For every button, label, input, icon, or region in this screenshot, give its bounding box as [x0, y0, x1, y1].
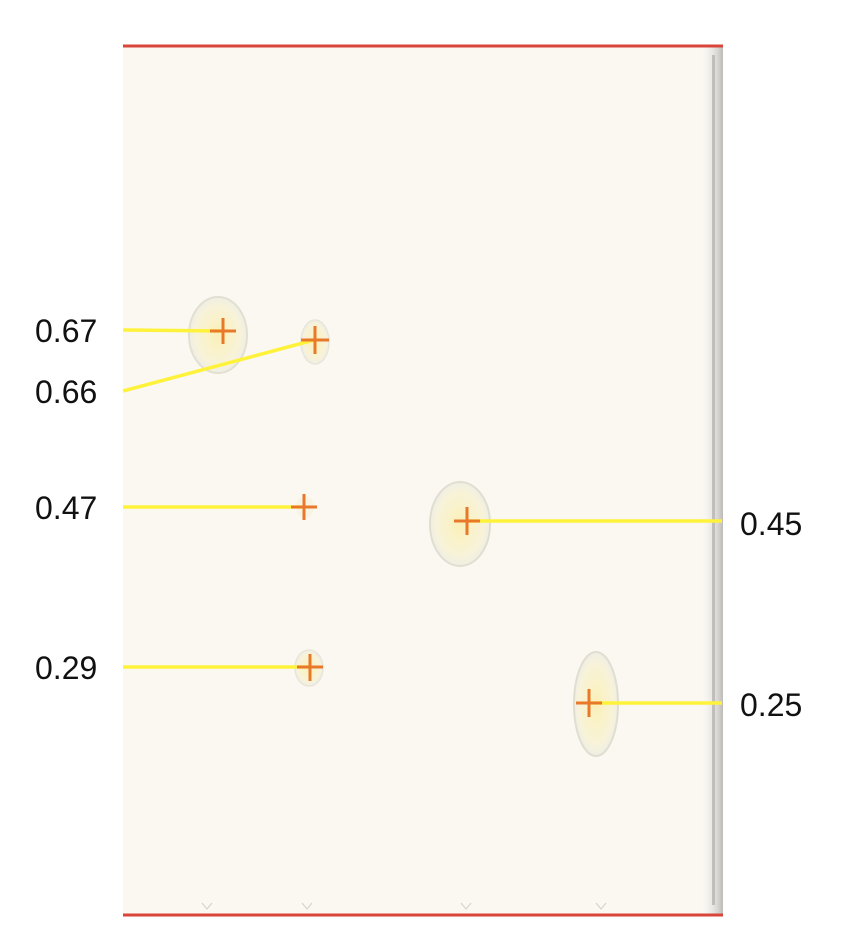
spot-markers [210, 318, 602, 717]
spot-lane3 [429, 481, 491, 567]
rf-label-left-4: 0.29 [35, 650, 97, 686]
tlc-spots [188, 296, 619, 757]
rf-label-left-3: 0.47 [35, 490, 97, 526]
marker-066 [301, 326, 329, 354]
leader-line-066 [122, 338, 315, 393]
leader-lines [122, 328, 722, 705]
rf-label-right-2: 0.25 [740, 687, 802, 723]
rf-label-left-2: 0.66 [35, 374, 97, 410]
marker-025 [576, 689, 602, 717]
plate-right-edge-shadow [700, 46, 723, 916]
marker-047 [291, 494, 317, 520]
tlc-plate [123, 46, 723, 916]
marker-045 [454, 507, 480, 535]
lane-marks [201, 902, 607, 910]
leader-line-067 [122, 328, 223, 333]
spot-lane1 [188, 296, 248, 374]
marker-067 [210, 318, 236, 344]
rf-label-left-1: 0.67 [35, 313, 97, 349]
plate-right-edge-line [712, 55, 715, 905]
marker-029 [297, 654, 323, 681]
rf-label-right-1: 0.45 [740, 506, 802, 542]
